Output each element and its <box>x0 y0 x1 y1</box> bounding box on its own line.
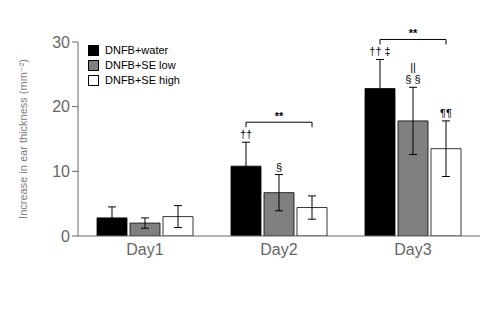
svg-text:Day1: Day1 <box>126 241 163 258</box>
html-text:DNFB+SE low: DNFB+SE low <box>105 59 176 71</box>
svg-text:20: 20 <box>52 98 70 115</box>
svg-text:**: ** <box>275 110 284 122</box>
svg-text:10: 10 <box>52 163 70 180</box>
svg-text:Day2: Day2 <box>260 241 297 258</box>
svg-text:§ §: § § <box>405 73 420 85</box>
svg-text:††: †† <box>240 128 252 140</box>
svg-text:**: ** <box>409 27 418 39</box>
html-text:DNFB+water: DNFB+water <box>105 44 169 56</box>
svg-text:†† ‡: †† ‡ <box>369 45 390 57</box>
html-text:DNFB+SE high: DNFB+SE high <box>105 74 180 86</box>
svg-text:Increase in ear thickness (mm⁻: Increase in ear thickness (mm⁻²) <box>17 59 29 219</box>
svg-text:||: || <box>410 61 416 73</box>
svg-text:Day3: Day3 <box>394 241 431 258</box>
svg-text:¶¶: ¶¶ <box>440 107 452 119</box>
svg-text:0: 0 <box>61 228 70 245</box>
svg-text:30: 30 <box>52 34 70 51</box>
svg-text:§: § <box>276 161 282 173</box>
